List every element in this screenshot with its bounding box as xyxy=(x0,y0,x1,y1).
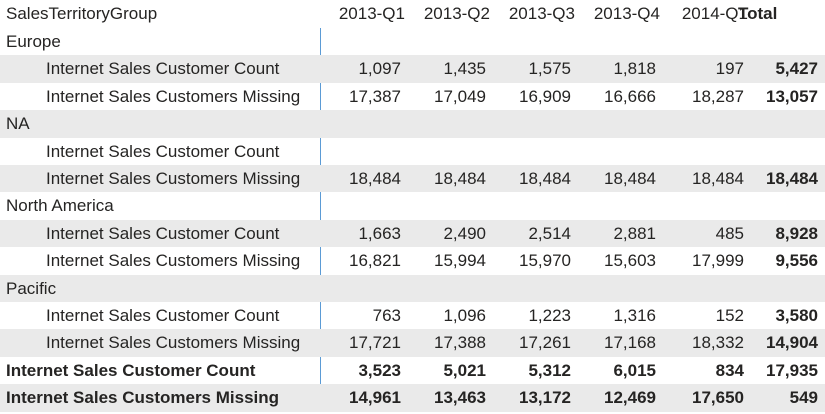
table-row: Pacific xyxy=(0,274,825,302)
value-cell: 5,312 xyxy=(528,360,571,380)
row-label: Internet Sales Customers Missing xyxy=(46,333,301,353)
value-cell: 5,427 xyxy=(775,59,818,79)
value-cell: 17,721 xyxy=(349,333,401,353)
column-header: SalesTerritoryGroup xyxy=(6,4,158,23)
value-cell: 3,580 xyxy=(775,306,818,325)
value-cell: 763 xyxy=(372,306,401,325)
value-cell: 2,514 xyxy=(528,223,571,243)
value-cell: 18,484 xyxy=(519,169,571,188)
value-cell: 549 xyxy=(789,388,818,408)
table-row: Internet Sales Customer Count 3,523 5,021 5… xyxy=(0,357,825,384)
value-cell: 2,881 xyxy=(613,223,656,243)
table-row: Internet Sales Customer Count 1,097 1,435 1… xyxy=(0,55,825,83)
value-cell: 13,463 xyxy=(434,388,486,408)
value-cell: 15,970 xyxy=(519,251,571,271)
value-cell: 1,435 xyxy=(443,59,486,79)
row-label: Europe xyxy=(6,32,61,51)
value-cell: 18,484 xyxy=(692,169,744,188)
value-cell: 1,663 xyxy=(358,223,401,243)
value-cell: 17,387 xyxy=(349,86,401,106)
value-cell: 1,096 xyxy=(443,306,486,325)
row-label: Internet Sales Customer Count xyxy=(46,141,280,161)
table-row: Internet Sales Customers Missing 14,961 13… xyxy=(0,384,825,412)
value-cell: 834 xyxy=(715,360,744,380)
column-header: Total xyxy=(738,4,778,23)
table-row: NA xyxy=(0,110,825,138)
table-row: Internet Sales Customers Missing 17,387 17… xyxy=(0,83,825,110)
column-header: 2013-Q4 xyxy=(593,4,660,23)
value-cell: 1,818 xyxy=(613,59,656,79)
row-label: Internet Sales Customer Count xyxy=(46,223,280,243)
row-label: Internet Sales Customers Missing xyxy=(6,388,280,408)
value-cell: 13,057 xyxy=(766,86,818,106)
value-cell: 1,575 xyxy=(528,59,571,79)
row-label: Internet Sales Customers Missing xyxy=(46,86,301,106)
value-cell: 18,484 xyxy=(604,169,656,188)
value-cell: 18,484 xyxy=(434,169,486,188)
column-header: 2014-Q1 xyxy=(681,4,748,23)
value-cell: 485 xyxy=(715,223,744,243)
row-label: Pacific xyxy=(6,278,57,298)
value-cell: 17,388 xyxy=(434,333,486,353)
value-cell: 1,316 xyxy=(613,306,656,325)
value-cell: 16,666 xyxy=(604,86,656,106)
value-cell: 197 xyxy=(715,59,744,79)
row-label: Internet Sales Customer Count xyxy=(6,360,256,380)
table-row: Internet Sales Customers Missing 17,721 17… xyxy=(0,329,825,357)
value-cell: 9,556 xyxy=(775,251,818,271)
value-cell: 17,261 xyxy=(519,333,571,353)
value-cell: 18,332 xyxy=(692,333,744,353)
row-label: Internet Sales Customers Missing xyxy=(46,251,301,271)
column-header: 2013-Q2 xyxy=(423,4,490,23)
row-label: NA xyxy=(6,114,30,134)
table-row: Internet Sales Customers Missing 16,821 15… xyxy=(0,247,825,274)
table-row: Internet Sales Customers Missing 18,484 18… xyxy=(0,165,825,193)
value-cell: 18,287 xyxy=(692,86,744,106)
value-cell: 1,097 xyxy=(358,59,401,79)
row-label: Internet Sales Customer Count xyxy=(46,306,280,325)
column-header: 2013-Q3 xyxy=(508,4,575,23)
value-cell: 16,821 xyxy=(349,251,401,271)
value-cell: 17,650 xyxy=(692,388,744,408)
table-row: North America xyxy=(0,192,825,219)
value-cell: 15,994 xyxy=(434,251,486,271)
value-cell: 8,928 xyxy=(775,223,818,243)
row-label: North America xyxy=(6,196,114,216)
row-label: Internet Sales Customer Count xyxy=(46,59,280,79)
value-cell: 18,484 xyxy=(766,169,818,188)
value-cell: 17,049 xyxy=(434,86,486,106)
value-cell: 2,490 xyxy=(443,223,486,243)
value-cell: 17,168 xyxy=(604,333,656,353)
value-cell: 6,015 xyxy=(613,360,656,380)
value-cell: 14,904 xyxy=(766,333,818,353)
value-cell: 18,484 xyxy=(349,169,401,188)
column-header: 2013-Q1 xyxy=(338,4,405,23)
value-cell: 17,935 xyxy=(766,360,818,380)
header-row: SalesTerritoryGroup 2013-Q1 2013-Q2 2013-Q3… xyxy=(0,0,825,28)
value-cell: 15,603 xyxy=(604,251,656,271)
value-cell: 1,223 xyxy=(528,306,571,325)
value-cell: 13,172 xyxy=(519,388,571,408)
value-cell: 5,021 xyxy=(443,360,486,380)
value-cell: 152 xyxy=(715,306,744,325)
value-cell: 12,469 xyxy=(604,388,656,408)
value-cell: 17,999 xyxy=(692,251,744,271)
table-row: Internet Sales Customer Count xyxy=(0,138,825,165)
value-cell: 3,523 xyxy=(358,360,401,380)
table-row: Internet Sales Customer Count 763 1,096 1,2… xyxy=(0,302,825,329)
table-row: Internet Sales Customer Count 1,663 2,490 2… xyxy=(0,219,825,248)
table-row: Europe xyxy=(0,28,825,55)
row-label: Internet Sales Customers Missing xyxy=(46,169,301,188)
value-cell: 14,961 xyxy=(349,388,401,408)
row-header-divider xyxy=(320,28,321,388)
value-cell: 16,909 xyxy=(519,86,571,106)
